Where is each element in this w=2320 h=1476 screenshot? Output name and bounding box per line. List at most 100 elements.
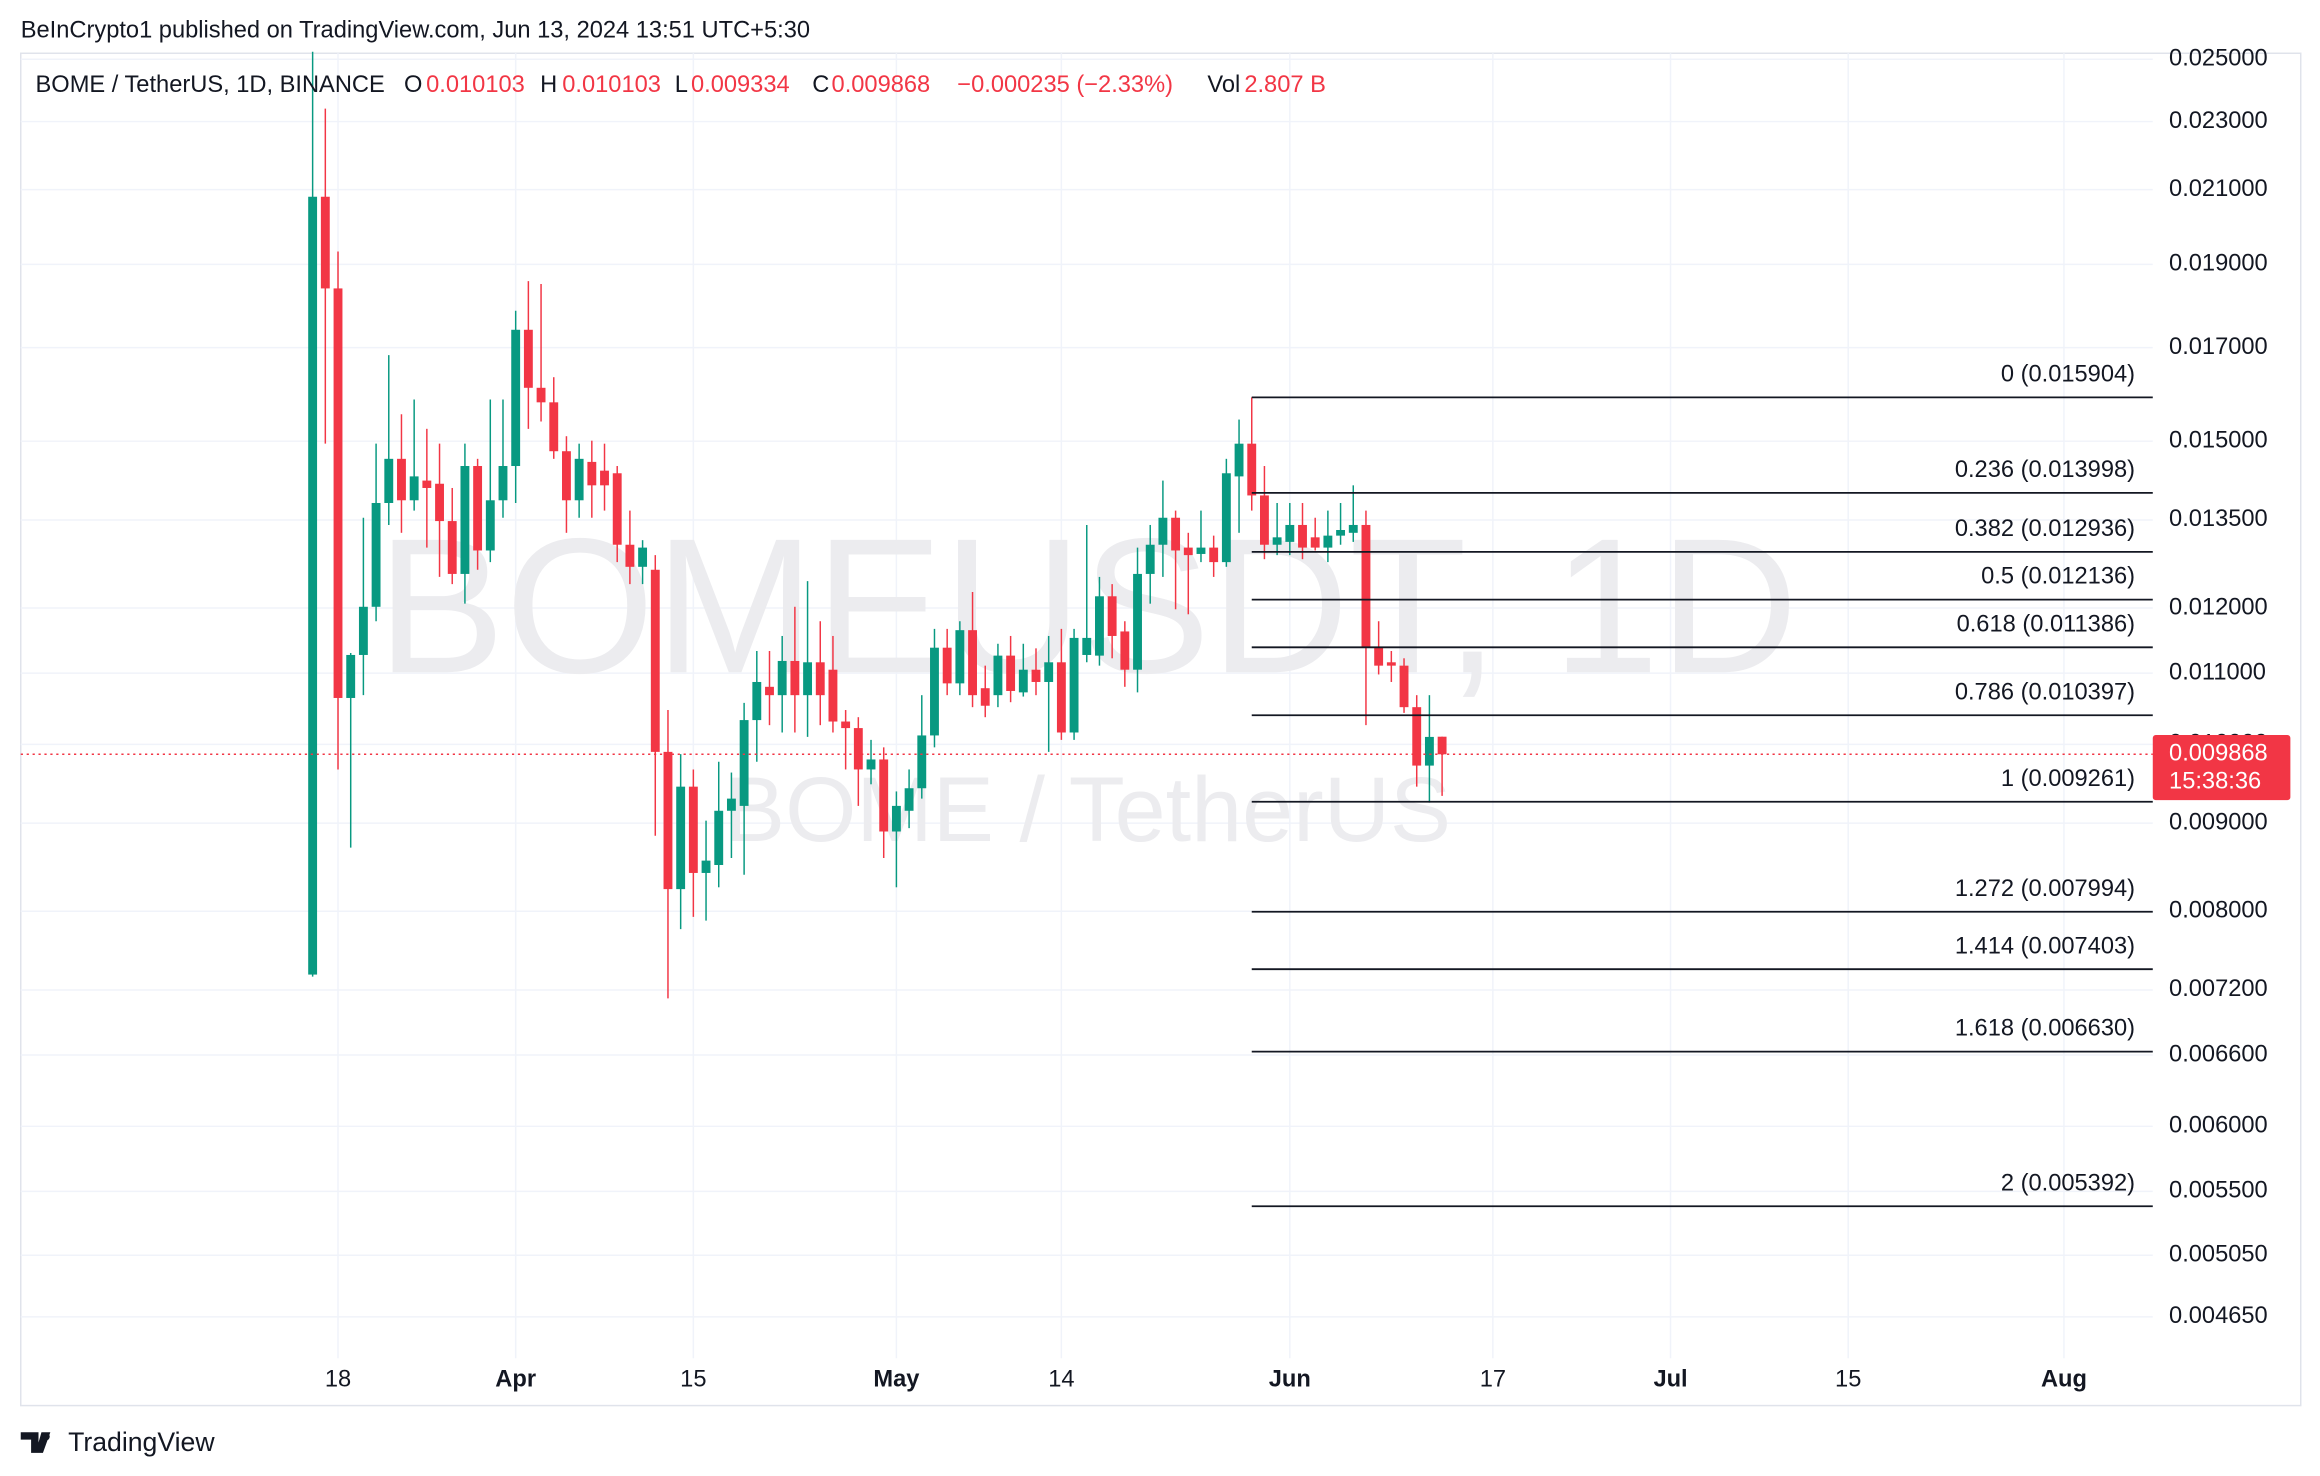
brand-name: TradingView bbox=[68, 1427, 215, 1457]
candle-body bbox=[447, 521, 457, 574]
candle-body bbox=[1285, 524, 1295, 542]
candle-body bbox=[460, 466, 470, 574]
candle-body bbox=[1323, 535, 1333, 548]
candle-body bbox=[866, 759, 876, 770]
candle-body bbox=[790, 660, 800, 696]
candle-body bbox=[384, 458, 394, 503]
fib-level-label: 1 (0.009261) bbox=[2001, 766, 2135, 792]
candle-body bbox=[574, 458, 584, 501]
fib-level-label: 0.382 (0.012936) bbox=[1955, 516, 2135, 542]
candle-body bbox=[726, 798, 736, 811]
candle-body bbox=[333, 288, 343, 698]
candle-body bbox=[308, 196, 318, 975]
candle-body bbox=[1069, 637, 1079, 733]
fibonacci-retracement: 0 (0.015904) 0.236 (0.013998) 0.382 (0.012… bbox=[1251, 361, 2153, 1208]
x-tick-label: Aug bbox=[2041, 1367, 2087, 1393]
candle-body bbox=[688, 786, 698, 873]
x-tick-label: 18 bbox=[325, 1367, 351, 1393]
candle-body bbox=[930, 647, 939, 736]
candle-body bbox=[409, 476, 419, 501]
candle-body bbox=[346, 654, 356, 698]
last-price-label: 0.009868 bbox=[2169, 741, 2268, 767]
candle-body bbox=[904, 788, 914, 811]
candle-body bbox=[879, 759, 889, 832]
candle-body bbox=[841, 721, 851, 729]
candle-body bbox=[714, 810, 724, 865]
y-tick-label: 0.023000 bbox=[2169, 108, 2268, 134]
y-tick-label: 0.005500 bbox=[2169, 1178, 2268, 1204]
brand: TradingView bbox=[20, 1427, 215, 1457]
x-tick-label: Jul bbox=[1653, 1367, 1687, 1393]
y-tick-label: 0.008000 bbox=[2169, 897, 2268, 923]
open-key: O bbox=[404, 72, 422, 98]
candle-body bbox=[371, 502, 381, 607]
x-tick-label: 17 bbox=[1480, 1367, 1506, 1393]
candle-body bbox=[600, 470, 609, 486]
fib-level-label: 0.618 (0.011386) bbox=[1957, 611, 2135, 637]
watermark-name: BOME / TetherUS bbox=[724, 759, 1451, 861]
candle-body bbox=[1336, 529, 1346, 536]
candle-body bbox=[625, 544, 635, 567]
fib-level-label: 0 (0.015904) bbox=[2001, 361, 2135, 387]
candle-body bbox=[968, 630, 977, 696]
volume-key: Vol bbox=[1207, 72, 1240, 98]
candle-body bbox=[1399, 665, 1409, 708]
y-tick-label: 0.025000 bbox=[2169, 45, 2268, 71]
fib-level-label: 1.414 (0.007403) bbox=[1955, 933, 2135, 959]
y-tick-label: 0.019000 bbox=[2169, 251, 2268, 277]
candle-body bbox=[1120, 631, 1130, 670]
published-note: BeInCrypto1 published on TradingView.com… bbox=[21, 17, 810, 43]
candle-body bbox=[1018, 669, 1028, 693]
y-tick-label: 0.004650 bbox=[2169, 1303, 2268, 1329]
candle-body bbox=[1107, 596, 1117, 636]
candle-body bbox=[1196, 547, 1206, 554]
candle-body bbox=[650, 569, 660, 752]
y-tick-label: 0.007200 bbox=[2169, 976, 2268, 1002]
candle-body bbox=[473, 466, 483, 551]
candle-body bbox=[1374, 647, 1384, 666]
candle-body bbox=[1348, 524, 1358, 533]
y-tick-label: 0.017000 bbox=[2169, 334, 2268, 360]
candle-body bbox=[815, 662, 825, 696]
candle-body bbox=[422, 480, 432, 488]
open-value: 0.010103 bbox=[426, 72, 525, 98]
legend: BOME / TetherUS, 1D, BINANCE O 0.010103 … bbox=[36, 72, 1326, 98]
candle-body bbox=[1158, 517, 1168, 545]
candle-body bbox=[587, 461, 597, 486]
fib-level-label: 0.786 (0.010397) bbox=[1955, 679, 2135, 705]
y-tick-label: 0.013500 bbox=[2169, 506, 2268, 532]
candle-body bbox=[1145, 544, 1155, 574]
fib-level-label: 2 (0.005392) bbox=[2001, 1170, 2135, 1196]
candle-body bbox=[1031, 669, 1041, 682]
candle-body bbox=[498, 466, 508, 501]
candle-body bbox=[320, 196, 330, 289]
candle-body bbox=[1437, 736, 1447, 755]
chart-frame bbox=[20, 52, 2302, 1407]
candle-body bbox=[612, 473, 622, 545]
candle-body bbox=[853, 728, 863, 770]
brand-logo-dot bbox=[42, 1432, 50, 1441]
candle-body bbox=[435, 483, 444, 522]
x-tick-label: 15 bbox=[1835, 1367, 1861, 1393]
x-tick-label: Jun bbox=[1269, 1367, 1311, 1393]
candle-body bbox=[1183, 547, 1193, 556]
candle-body bbox=[358, 606, 368, 655]
candle-body bbox=[1006, 655, 1016, 691]
candle-body bbox=[1082, 637, 1092, 655]
candle-body bbox=[663, 751, 673, 890]
high-key: H bbox=[540, 72, 557, 98]
candle-body bbox=[1412, 707, 1422, 766]
y-tick-label: 0.011000 bbox=[2169, 659, 2266, 685]
close-key: C bbox=[812, 72, 829, 98]
x-tick-label: 15 bbox=[680, 1367, 706, 1393]
y-tick-label: 0.006600 bbox=[2169, 1041, 2268, 1067]
candle-body bbox=[739, 720, 749, 806]
last-price-tag bbox=[2152, 735, 2291, 801]
fib-level-label: 0.5 (0.012136) bbox=[1981, 564, 2135, 590]
candle-body bbox=[1095, 596, 1104, 656]
y-tick-label: 0.012000 bbox=[2169, 594, 2268, 620]
candle-body bbox=[1171, 517, 1181, 551]
fib-level-label: 0.236 (0.013998) bbox=[1955, 457, 2135, 483]
